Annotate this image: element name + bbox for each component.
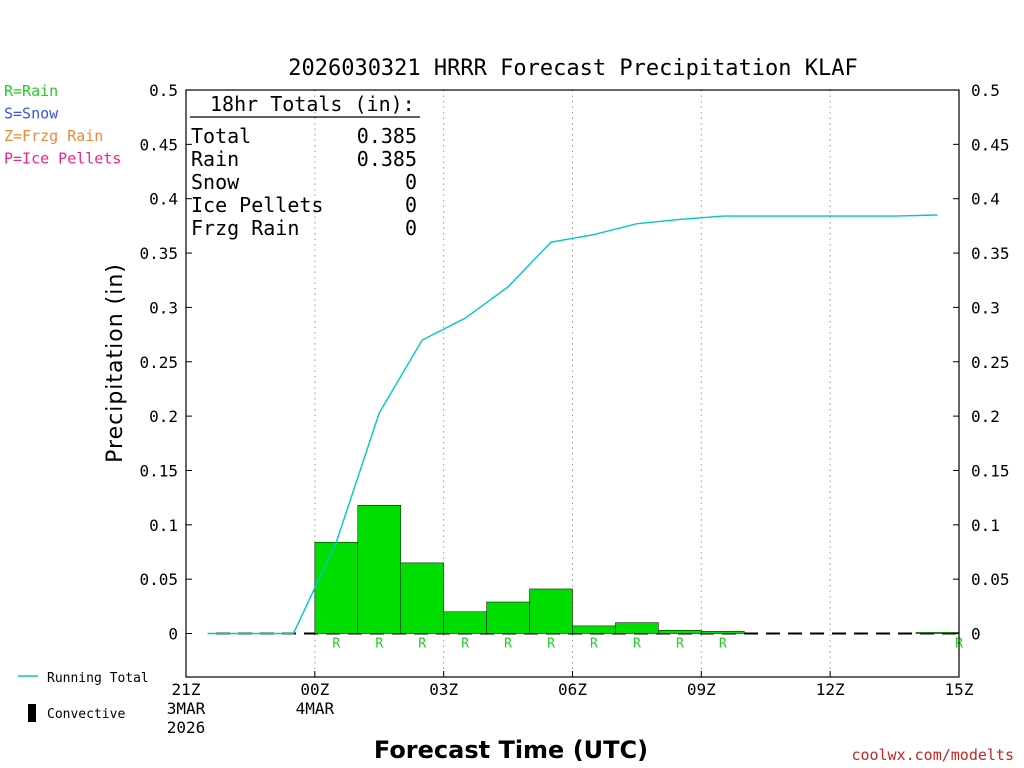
totals-label: Ice Pellets: [191, 193, 323, 217]
chart-title: 2026030321 HRRR Forecast Precipitation K…: [288, 56, 858, 81]
y-tick-label: 0.5: [971, 81, 1000, 100]
precip-bar: [915, 632, 960, 634]
totals-value: 0.385: [357, 147, 417, 171]
y-tick-label: 0.2: [149, 407, 178, 426]
precip-bar: [400, 562, 444, 634]
x-tick-label: 03Z: [429, 680, 458, 699]
ptype-marker: R: [504, 637, 512, 652]
legend-ptype: R=Rain: [4, 82, 58, 100]
y-tick-label: 0: [971, 625, 981, 644]
legend-convective-label: Convective: [47, 707, 125, 722]
y-axis-right: 0 0.05 0.1 0.15 0.2 0.25 0.3 0.35 0.4 0.45 0.5: [953, 81, 1010, 644]
legend-ptype: S=Snow: [4, 105, 59, 123]
x-tick-label: 00Z: [300, 680, 329, 699]
totals-value: 0.385: [357, 124, 417, 148]
totals-value: 0: [405, 193, 417, 217]
x-tick-label: 09Z: [687, 680, 716, 699]
y-tick-label: 0.5: [149, 81, 178, 100]
totals-value: 0: [405, 216, 417, 240]
legend: R=Rain S=Snow Z=Frzg Rain P=Ice Pellets Runn…: [4, 82, 149, 722]
credit-text: coolwx.com/modelts: [851, 746, 1014, 764]
totals-box: 18hr Totals (in): Total 0.385 Rain 0.385 Snow…: [190, 92, 420, 240]
precip-bar: [529, 588, 573, 634]
x-tick-label: 15Z: [945, 680, 974, 699]
ptype-marker: R: [633, 637, 641, 652]
y-tick-label: 0.35: [139, 244, 178, 263]
y-tick-label: 0.45: [139, 135, 178, 154]
y-tick-label: 0.4: [149, 190, 178, 209]
y-tick-label: 0.15: [139, 461, 178, 480]
ptype-marker: R: [332, 637, 340, 652]
totals-label: Total: [191, 124, 251, 148]
precip-bar: [314, 541, 359, 634]
ptype-marker: R: [461, 637, 469, 652]
x-tick-label: 06Z: [558, 680, 587, 699]
precip-bar: [572, 625, 616, 634]
ptype-marker: R: [590, 637, 598, 652]
running-total-series: [207, 214, 938, 635]
ptype-marker: R: [375, 637, 383, 652]
bar-series: [314, 504, 960, 634]
precip-bar: [443, 611, 487, 634]
y-tick-label: 0.45: [971, 135, 1010, 154]
ptype-marker: R: [418, 637, 426, 652]
totals-label: Frzg Rain: [191, 216, 299, 240]
y-axis-left: 0 0.05 0.1 0.15 0.2 0.25 0.3 0.35 0.4 0.45 0.5: [139, 81, 192, 644]
legend-running-total-label: Running Total: [47, 671, 149, 686]
y-tick-label: 0.3: [971, 298, 1000, 317]
x-tick-label: 21Z: [172, 680, 201, 699]
legend-convective-swatch: [28, 704, 36, 722]
x-tick-label: 12Z: [816, 680, 845, 699]
x-tick-label: 2026: [167, 718, 206, 737]
y-tick-label: 0.35: [971, 244, 1010, 263]
totals-heading: 18hr Totals (in):: [210, 92, 415, 116]
y-tick-label: 0: [168, 625, 178, 644]
ptype-marker: R: [547, 637, 555, 652]
y-tick-label: 0.25: [971, 353, 1010, 372]
x-tick-label: 4MAR: [296, 699, 335, 718]
ptype-marker: R: [676, 637, 684, 652]
y-tick-label: 0.05: [971, 570, 1010, 589]
totals-value: 0: [405, 170, 417, 194]
precip-bar: [658, 630, 702, 634]
y-tick-label: 0.4: [971, 190, 1000, 209]
x-tick-label: 3MAR: [167, 699, 206, 718]
y-tick-label: 0.1: [971, 516, 1000, 535]
x-axis-label: Forecast Time (UTC): [374, 736, 648, 764]
y-tick-label: 0.3: [149, 298, 178, 317]
precip-bar: [615, 622, 659, 634]
running-total-line: [207, 214, 938, 635]
ptype-marker: R: [719, 637, 727, 652]
y-tick-label: 0.15: [971, 461, 1010, 480]
legend-ptype: P=Ice Pellets: [4, 150, 121, 168]
y-tick-label: 0.25: [139, 353, 178, 372]
totals-label: Snow: [191, 170, 240, 194]
y-axis-label: Precipitation (in): [103, 263, 128, 463]
precip-bar: [357, 504, 401, 634]
precip-bar: [701, 631, 745, 634]
precip-bar: [486, 601, 530, 634]
y-tick-label: 0.1: [149, 516, 178, 535]
y-tick-label: 0.2: [971, 407, 1000, 426]
y-tick-label: 0.05: [139, 570, 178, 589]
legend-ptype: Z=Frzg Rain: [4, 127, 103, 145]
totals-label: Rain: [191, 147, 239, 171]
